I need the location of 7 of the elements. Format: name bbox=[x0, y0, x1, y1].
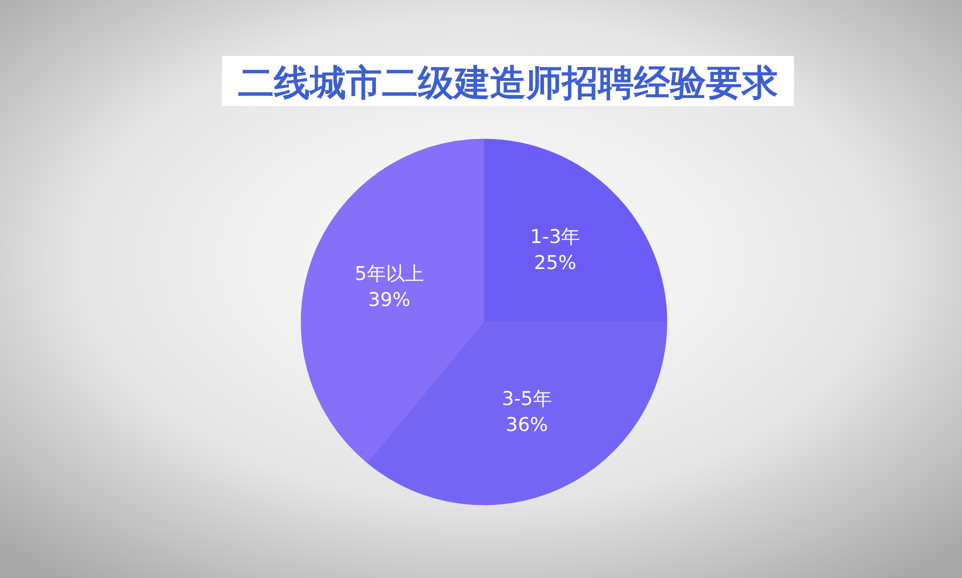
data-label: 39% bbox=[368, 288, 410, 311]
slice-label: 1-3年 bbox=[530, 226, 580, 248]
data-label: 25% bbox=[534, 252, 576, 274]
slice-label: 3-5年 bbox=[502, 388, 552, 410]
chart-title: 二线城市二级建造师招聘经验要求 bbox=[238, 63, 778, 104]
slice-label: 5年以上 bbox=[354, 262, 424, 285]
data-label: 36% bbox=[506, 414, 548, 436]
